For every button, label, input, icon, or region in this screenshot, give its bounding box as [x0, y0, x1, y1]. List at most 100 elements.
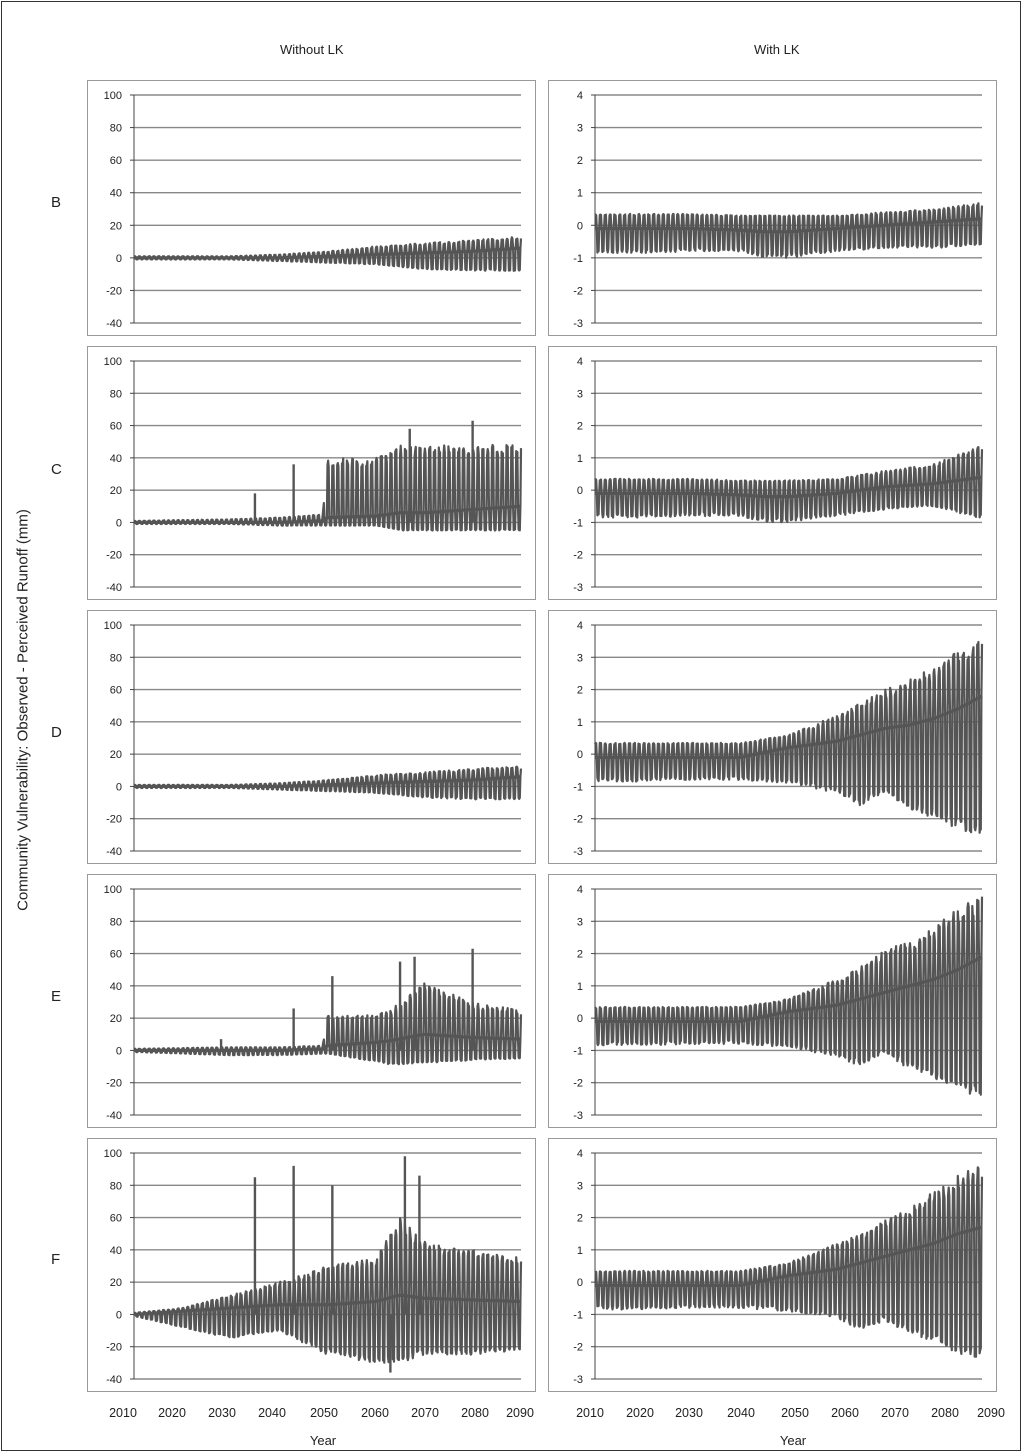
- chart-e-without-lk: 100 80 60 40 20 0 -20 -40: [104, 884, 523, 1122]
- y-tick-label: 80: [110, 1180, 122, 1192]
- y-tick-label: 100: [104, 1148, 122, 1160]
- x-axis-label-right: Year: [779, 1433, 807, 1448]
- chart-panel-e-without-lk: 100 80 60 40 20 0 -20 -40: [87, 874, 536, 1128]
- y-tick-label: -40: [106, 318, 122, 330]
- y-tick-label: 0: [116, 517, 122, 529]
- y-tick-label: 1: [577, 1245, 583, 1257]
- y-tick-label: -1: [573, 517, 583, 529]
- chart-d-without-lk: 100 80 60 40 20 0 -20 -40: [104, 620, 523, 858]
- y-tick-label: 4: [577, 1148, 583, 1160]
- y-tick-label: -2: [573, 285, 583, 297]
- y-tick-label: -2: [573, 1342, 583, 1354]
- y-tick-label: 40: [110, 453, 122, 465]
- column-title-without-lk: Without LK: [280, 42, 344, 57]
- y-tick-label: -2: [573, 1078, 583, 1090]
- y-tick-label: 20: [110, 485, 122, 497]
- series-center-line: [595, 217, 983, 234]
- x-tick-left: 2030: [208, 1406, 236, 1420]
- y-tick-label: 0: [116, 1045, 122, 1057]
- y-tick-label: -40: [106, 846, 122, 858]
- series-line: [133, 765, 523, 801]
- series-line: [594, 1166, 984, 1358]
- series-line: [594, 446, 984, 524]
- x-tick-right: 2040: [727, 1406, 755, 1420]
- chart-panel-b-with-lk: 4 3 2 1 0 -1 -2 -3: [548, 80, 997, 336]
- x-tick-left: 2060: [361, 1406, 389, 1420]
- y-tick-label: 0: [577, 749, 583, 761]
- y-tick-label: 1: [577, 717, 583, 729]
- y-tick-label: 0: [577, 485, 583, 497]
- x-tick-left: 2070: [411, 1406, 439, 1420]
- series-line: [594, 202, 984, 259]
- y-tick-label: 0: [116, 1309, 122, 1321]
- y-tick-label: 60: [110, 1213, 122, 1225]
- x-axis-label-left: Year: [309, 1433, 337, 1448]
- y-tick-label: 3: [577, 123, 583, 135]
- chart-c-without-lk: 100 80 60 40 20 0 -20 -40: [104, 356, 523, 594]
- y-tick-label: -3: [573, 318, 583, 330]
- series-line: [594, 896, 984, 1096]
- row-label-e: E: [51, 988, 62, 1005]
- x-tick-right: 2050: [781, 1406, 809, 1420]
- x-tick-right: 2060: [831, 1406, 859, 1420]
- x-tick-right: 2010: [576, 1406, 604, 1420]
- x-tick-right: 2030: [675, 1406, 703, 1420]
- y-tick-label: 0: [577, 1277, 583, 1289]
- chart-panel-c-with-lk: 4 3 2 1 0 -1 -2 -3: [548, 346, 997, 600]
- series-line: [593, 640, 984, 834]
- chart-f-with-lk: 4 3 2 1 0 -1 -2 -3: [573, 1148, 984, 1386]
- y-tick-label: 4: [577, 90, 583, 102]
- y-tick-label: 20: [110, 220, 122, 232]
- row-label-d: D: [51, 724, 62, 741]
- series-center-line: [595, 694, 983, 759]
- series-center-line: [595, 1225, 983, 1287]
- y-tick-label: 100: [104, 356, 122, 368]
- row-label-f: F: [51, 1251, 61, 1268]
- y-tick-label: 100: [104, 884, 122, 896]
- y-tick-label: -40: [106, 1374, 122, 1386]
- series-center-line: [134, 246, 522, 260]
- chart-panel-f-without-lk: 100 80 60 40 20 0 -20 -40: [87, 1138, 536, 1392]
- series-center-line: [595, 955, 983, 1023]
- y-tick-label: 80: [110, 388, 122, 400]
- y-tick-label: 80: [110, 916, 122, 928]
- chart-panel-c-without-lk: 100 80 60 40 20 0 -20 -40: [87, 346, 536, 600]
- y-tick-label: 20: [110, 1277, 122, 1289]
- row-label-b: B: [51, 194, 62, 211]
- y-tick-label: -3: [573, 582, 583, 594]
- y-tick-label: -3: [573, 846, 583, 858]
- y-tick-label: 1: [577, 453, 583, 465]
- series-line: [133, 236, 523, 272]
- y-tick-label: 0: [116, 253, 122, 265]
- chart-panel-f-with-lk: 4 3 2 1 0 -1 -2 -3: [548, 1138, 997, 1392]
- y-tick-label: 60: [110, 949, 122, 961]
- y-tick-label: -2: [573, 550, 583, 562]
- y-tick-label: 0: [577, 220, 583, 232]
- y-tick-label: 20: [110, 1013, 122, 1025]
- y-tick-label: 4: [577, 620, 583, 632]
- y-tick-label: 2: [577, 949, 583, 961]
- y-tick-label: 40: [110, 188, 122, 200]
- y-tick-label: 0: [577, 1013, 583, 1025]
- chart-panel-d-without-lk: 100 80 60 40 20 0 -20 -40: [87, 610, 536, 864]
- chart-panel-b-without-lk: 100 80 60 40 20 0 -20 -40: [87, 80, 536, 336]
- y-tick-label: -1: [573, 781, 583, 793]
- series-center-line: [133, 1293, 522, 1316]
- chart-f-without-lk: 100 80 60 40 20 0 -20 -40: [104, 1148, 523, 1386]
- x-tick-right: 2070: [881, 1406, 909, 1420]
- y-tick-label: -20: [106, 1342, 122, 1354]
- column-title-with-lk: With LK: [754, 42, 800, 57]
- x-tick-left: 2040: [258, 1406, 286, 1420]
- y-tick-label: 3: [577, 652, 583, 664]
- y-tick-label: -20: [106, 1078, 122, 1090]
- series-center-line: [595, 475, 983, 499]
- y-tick-label: 4: [577, 884, 583, 896]
- y-tick-label: 3: [577, 388, 583, 400]
- y-tick-label: 20: [110, 749, 122, 761]
- chart-b-without-lk: 100 80 60 40 20 0 -20 -40: [104, 90, 523, 330]
- x-tick-left: 2090: [506, 1406, 534, 1420]
- y-tick-label: 2: [577, 1213, 583, 1225]
- y-tick-label: -20: [106, 814, 122, 826]
- x-tick-left: 2050: [310, 1406, 338, 1420]
